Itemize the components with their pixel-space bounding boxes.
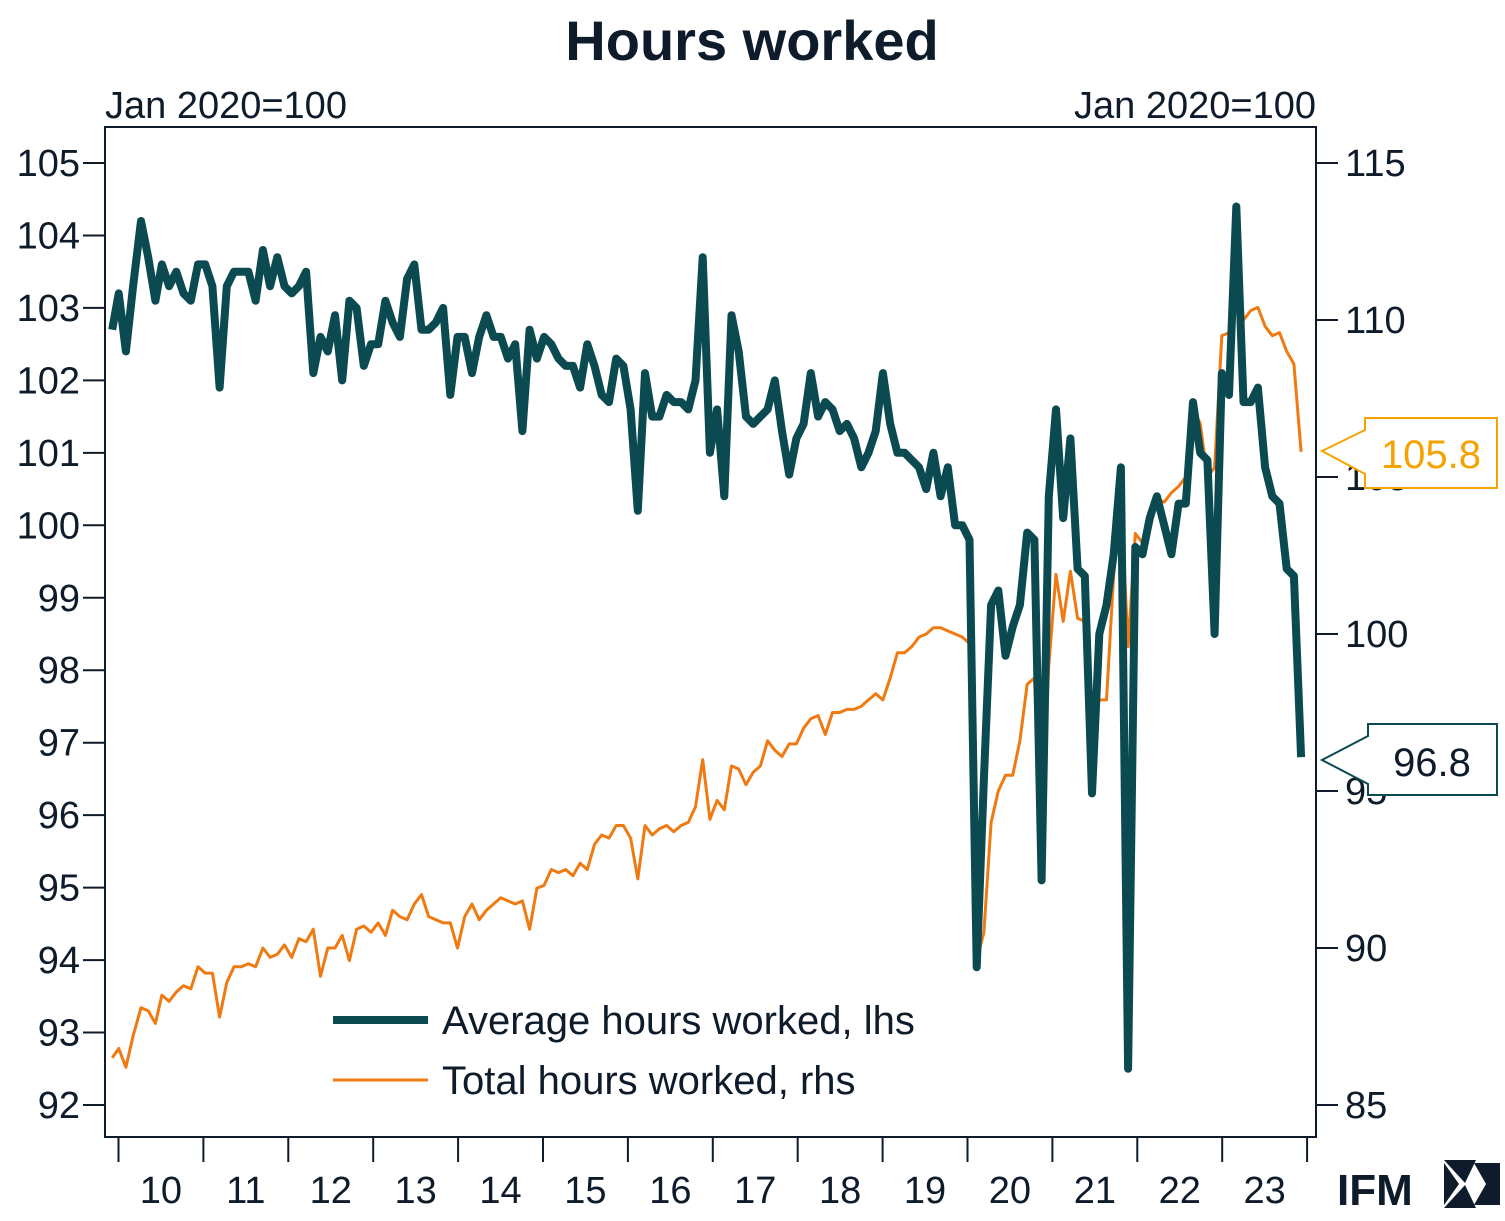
right-axis: 859095100105110115 [1316,143,1408,1127]
plot-frame [104,126,1317,1138]
left-tick-label: 105 [17,143,80,185]
x-tick-label: 18 [819,1170,861,1212]
x-tick-label: 13 [394,1170,436,1212]
right-tick-label: 85 [1345,1085,1387,1127]
left-tick-label: 103 [17,288,80,330]
hourglass-bowtie-icon [1444,1160,1500,1208]
left-tick-label: 93 [38,1013,80,1055]
left-axis: 92 93 94 95 96 97 98 99 100 101 102 103 104 105 [17,143,105,1127]
left-tick-label: 102 [17,360,80,402]
right-tick-label: 110 [1345,300,1406,342]
series-layer [108,202,1306,1073]
left-tick-label: 101 [17,433,80,475]
callout-total-label: 105.8 [1381,433,1481,477]
x-tick-label: 20 [989,1170,1031,1212]
left-tick-label: 97 [38,723,80,765]
series-line-average-hours [108,202,1306,1073]
x-tick-label: 10 [140,1170,182,1212]
right-tick-label: 90 [1345,928,1387,970]
series-line-total-hours [110,246,1303,1069]
right-tick-label: 100 [1345,614,1408,656]
x-tick-label: 23 [1243,1170,1285,1212]
ifm-logo: IFM [1337,1160,1500,1215]
x-tick-label: 22 [1159,1170,1201,1212]
left-tick-label: 95 [38,868,80,910]
right-tick-label: 115 [1345,143,1406,185]
x-tick-label: 19 [904,1170,946,1212]
left-tick-label: 99 [38,578,80,620]
chart-title: Hours worked [565,9,938,72]
legend: Average hours worked, lhs Total hours wo… [333,999,915,1103]
legend-label-total: Total hours worked, rhs [442,1059,856,1103]
x-tick-label: 12 [310,1170,352,1212]
x-axis: 10 11 12 13 14 15 16 17 18 19 20 21 22 23 [117,1137,1309,1212]
legend-label-average: Average hours worked, lhs [442,999,915,1043]
left-tick-label: 104 [17,215,80,257]
left-tick-label: 100 [17,505,80,547]
right-axis-unit-label: Jan 2020=100 [1074,85,1316,127]
callout-total-box [1319,417,1498,489]
x-tick-label: 15 [564,1170,606,1212]
callout-average-box [1319,723,1498,796]
left-axis-unit-label: Jan 2020=100 [105,85,347,127]
logo-text: IFM [1337,1166,1413,1215]
left-tick-label: 92 [38,1085,80,1127]
x-tick-label: 11 [226,1170,265,1212]
callout-average-label: 96.8 [1393,741,1471,785]
left-tick-label: 96 [38,795,80,837]
callout-total: 105.8 [1319,417,1498,489]
left-tick-label: 98 [38,650,80,692]
x-tick-label: 17 [734,1170,776,1212]
left-tick-label: 94 [38,940,80,982]
callout-average: 96.8 [1319,723,1498,796]
x-tick-label: 21 [1074,1170,1116,1212]
x-tick-label: 16 [649,1170,691,1212]
x-tick-label: 14 [479,1170,521,1212]
